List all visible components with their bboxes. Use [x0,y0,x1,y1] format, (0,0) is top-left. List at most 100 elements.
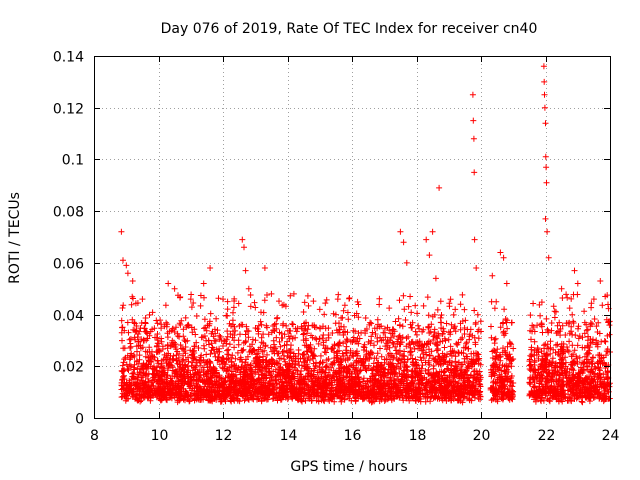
data-point [120,257,126,264]
data-point [182,314,189,321]
data-point [429,313,436,320]
data-point [249,341,256,348]
data-point [567,384,574,391]
data-point [119,393,126,400]
data-point [527,352,534,359]
data-point [142,379,149,386]
data-point [390,366,397,373]
data-point [334,383,341,390]
data-point [487,385,494,392]
data-point [346,389,352,396]
data-point [601,376,608,383]
data-point [313,336,320,343]
data-point [283,367,290,374]
data-point [554,322,561,329]
data-point [462,344,469,351]
data-point [552,349,559,356]
data-point [330,345,336,352]
data-point [454,380,461,387]
data-point [570,375,577,382]
data-point [149,353,156,360]
data-point [587,369,594,376]
data-point [573,355,580,362]
data-point [425,366,432,373]
data-point [230,309,236,316]
data-point [573,386,580,393]
data-point [551,308,558,315]
data-point [452,306,459,313]
data-point [385,352,392,358]
data-point [436,395,443,402]
data-point [332,311,339,318]
data-point [142,315,149,321]
data-point [453,363,460,370]
data-point [568,328,575,335]
data-point [534,346,541,353]
data-point [454,388,461,395]
data-point [416,376,423,383]
data-point [559,379,566,386]
data-point [562,332,569,338]
data-point [438,362,444,368]
data-point [492,368,499,375]
data-point [201,325,207,332]
data-point [320,359,326,366]
data-point [200,280,207,287]
data-point [280,392,287,399]
data-point [209,328,216,335]
data-point [231,295,238,302]
data-point [263,375,270,382]
data-point [434,306,441,313]
data-point [405,303,412,310]
data-point [311,365,318,372]
data-point [203,386,210,393]
data-point [459,373,466,380]
data-point [173,324,179,331]
data-point [426,369,433,376]
data-point [149,370,156,377]
data-point [464,326,471,333]
data-point [188,324,195,331]
data-point [531,352,538,359]
data-point [565,348,572,355]
data-point [178,317,185,324]
data-point [252,389,259,396]
data-point [261,297,268,304]
data-point [118,329,125,336]
data-point [201,333,208,339]
data-point [454,341,461,348]
data-point [581,308,588,315]
data-point [315,386,322,393]
data-point [221,395,228,402]
data-point [181,337,188,344]
data-point [336,340,342,347]
data-point [247,370,254,377]
data-point [413,359,419,366]
data-point [325,334,332,341]
data-point [455,379,462,386]
data-point [126,336,133,343]
data-point [279,322,286,329]
data-point [196,357,203,364]
data-point [283,322,290,329]
data-point [392,318,399,325]
data-point [188,373,195,380]
data-point [234,349,241,356]
data-point [549,355,556,362]
data-point [124,392,130,399]
data-point [377,369,384,375]
data-point [423,236,430,243]
data-point [591,316,598,322]
data-point [440,390,447,397]
data-point [166,387,173,393]
data-point [189,367,196,374]
data-point [589,354,596,361]
data-point [262,391,268,398]
data-point [311,387,317,394]
data-point [447,296,454,303]
data-point [154,390,161,397]
data-point [590,378,597,385]
data-point [459,334,466,341]
data-point [350,334,357,341]
data-point [577,389,584,396]
